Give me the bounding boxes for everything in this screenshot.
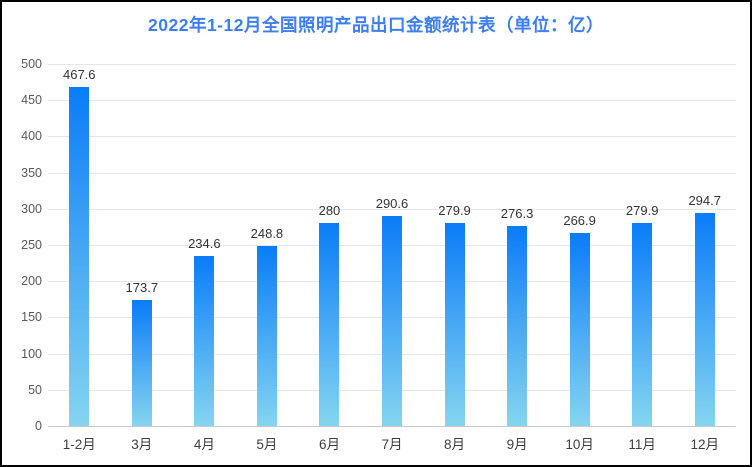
y-axis-tick-label: 400	[21, 129, 42, 144]
bar-1-2月	[69, 87, 90, 426]
bar-11月	[632, 223, 653, 426]
y-axis-tick-label: 150	[21, 310, 42, 325]
x-axis-label: 8月	[444, 437, 466, 452]
gridline	[48, 64, 736, 65]
gridline	[48, 208, 736, 210]
bar-5月	[256, 245, 277, 426]
y-axis-tick-label: 450	[21, 93, 42, 108]
bar-value-label: 266.9	[563, 212, 596, 228]
bar-12月	[694, 212, 715, 426]
bar-value-label: 173.7	[125, 280, 159, 296]
x-axis-label: 3月	[131, 437, 153, 452]
gridline	[48, 172, 736, 174]
y-axis-tick-label: 350	[21, 165, 42, 180]
x-axis-label: 5月	[256, 437, 278, 452]
y-axis-tick-label: 100	[21, 346, 42, 361]
x-axis-label: 9月	[506, 437, 528, 452]
bar-value-label: 276.3	[500, 205, 534, 221]
bar-8月	[444, 223, 465, 426]
y-axis-tick-label: 500	[21, 57, 42, 71]
bar-value-label: 290.6	[375, 195, 409, 211]
y-axis-tick-label: 50	[28, 382, 42, 397]
bar-value-label: 234.6	[188, 236, 221, 252]
bar-value-label: 279.9	[625, 203, 659, 219]
chart-title: 2022年1-12月全国照明产品出口金额统计表（单位：亿）	[148, 15, 604, 35]
x-axis-label: 12月	[690, 437, 719, 452]
bar-9月	[507, 225, 528, 426]
x-axis-baseline	[48, 426, 736, 427]
x-axis-label: 11月	[628, 437, 656, 452]
bar-3月	[131, 300, 152, 426]
y-axis-tick-label: 300	[21, 201, 42, 216]
x-axis-label: 10月	[565, 437, 594, 452]
bar-value-label: 248.8	[250, 225, 284, 241]
bar-6月	[319, 223, 340, 426]
x-axis-label: 7月	[381, 437, 403, 452]
bar-value-label: 280	[318, 203, 341, 219]
bar-4月	[194, 256, 215, 426]
bar-value-label: 279.9	[438, 203, 471, 219]
bar-value-label: 294.7	[688, 192, 721, 208]
bar-7月	[382, 215, 402, 426]
x-axis-label: 1-2月	[62, 437, 96, 452]
x-axis-label: 4月	[193, 437, 215, 452]
x-axis-label: 6月	[318, 437, 340, 452]
y-axis-tick-label: 200	[21, 274, 42, 289]
bar-10月	[569, 232, 590, 426]
gridline	[48, 136, 736, 138]
bar-value-label: 467.6	[62, 67, 96, 83]
gridline	[48, 100, 736, 102]
y-axis-tick-label: 0	[35, 419, 42, 433]
y-axis-tick-label: 250	[21, 238, 42, 252]
